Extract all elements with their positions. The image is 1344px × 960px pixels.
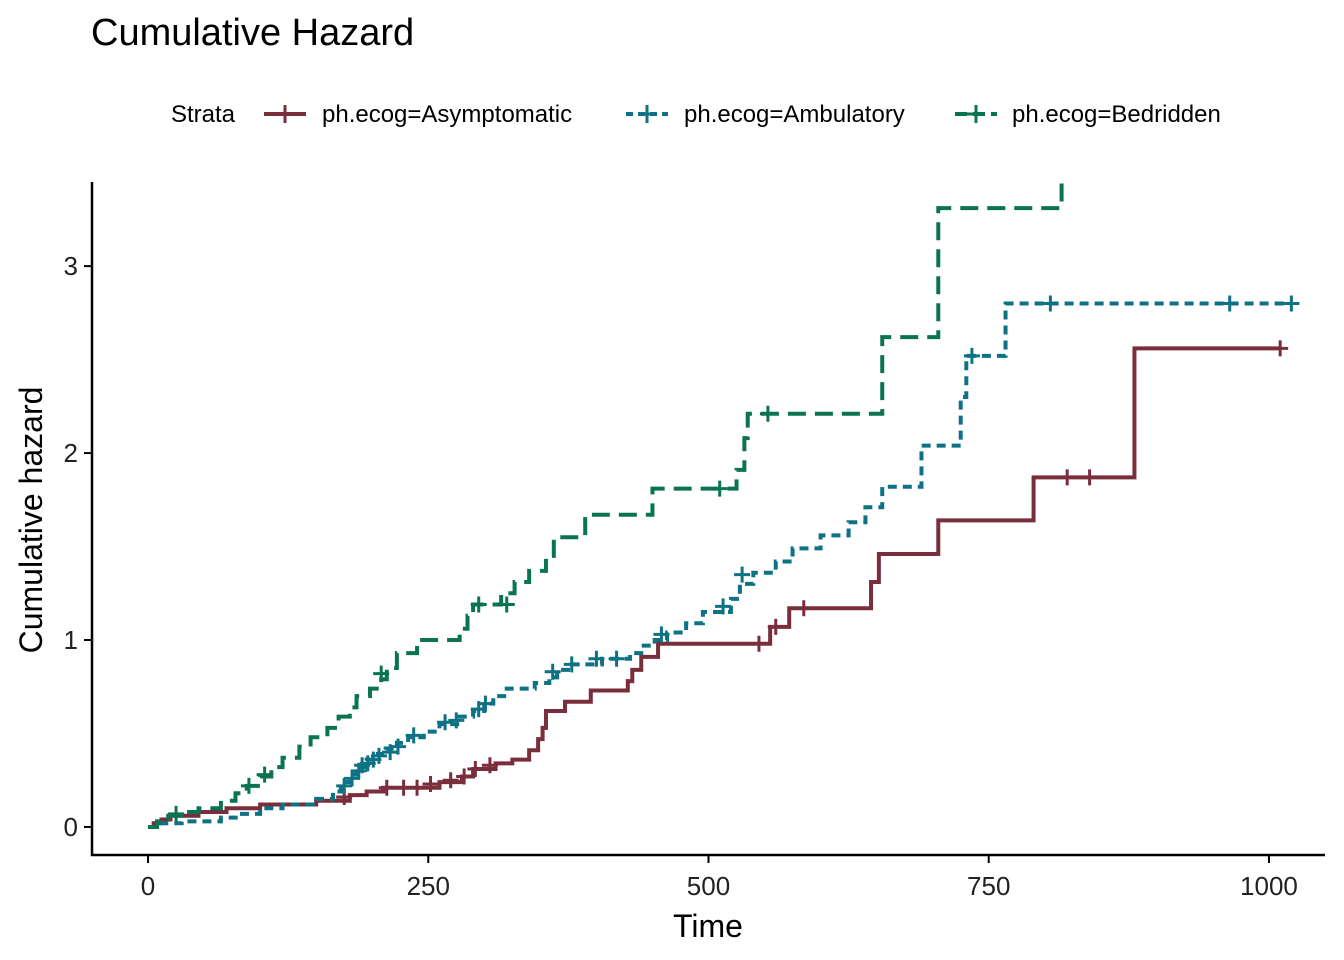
censor-mark xyxy=(653,626,670,643)
axes: 0 250 500 750 1000 0 1 2 3 xyxy=(64,182,1325,901)
x-tick-label: 1000 xyxy=(1240,871,1298,901)
censor-mark xyxy=(750,635,767,652)
legend-title: Strata xyxy=(171,101,236,128)
censor-mark xyxy=(256,766,273,783)
censor-mark xyxy=(711,480,728,497)
censor-mark xyxy=(409,779,426,796)
censor-mark xyxy=(498,596,515,613)
censor-mark xyxy=(767,618,784,635)
x-tick-label: 250 xyxy=(407,871,450,901)
censor-mark xyxy=(1283,295,1300,312)
censor-mark xyxy=(395,779,412,796)
legend: Strata ph.ecog=Asymptomatic ph.ecog=Ambul… xyxy=(171,101,1221,128)
y-tick-label: 0 xyxy=(64,812,78,842)
censor-mark xyxy=(1221,295,1238,312)
censor-mark xyxy=(544,663,561,680)
censor-mark xyxy=(477,695,494,712)
legend-label: ph.ecog=Asymptomatic xyxy=(322,101,572,128)
censor-mark xyxy=(378,779,395,796)
censor-mark xyxy=(422,775,439,792)
series-line xyxy=(148,301,1292,829)
censor-mark xyxy=(608,650,625,667)
legend-label: ph.ecog=Bedridden xyxy=(1012,101,1221,128)
y-tick-label: 2 xyxy=(64,438,78,468)
censor-mark xyxy=(336,777,353,794)
censor-mark xyxy=(448,712,465,729)
series-line xyxy=(148,182,1064,829)
x-axis-label: Time xyxy=(673,908,743,944)
censor-mark xyxy=(563,656,580,673)
censor-mark xyxy=(588,650,605,667)
y-tick-label: 1 xyxy=(64,625,78,655)
x-tick-label: 0 xyxy=(141,871,155,901)
censor-mark xyxy=(168,805,185,822)
chart-title: Cumulative Hazard xyxy=(91,12,415,54)
legend-key-censor-mark xyxy=(276,105,294,123)
censor-mark xyxy=(373,665,390,682)
censor-mark xyxy=(390,738,407,755)
y-axis-label: Cumulative hazard xyxy=(13,387,49,654)
censor-mark xyxy=(759,405,776,422)
censor-mark xyxy=(734,566,751,583)
censor-mark xyxy=(437,714,454,731)
censor-mark xyxy=(1042,295,1059,312)
censor-mark xyxy=(442,772,459,789)
x-tick-label: 500 xyxy=(687,871,730,901)
censor-mark xyxy=(370,747,387,764)
censor-mark xyxy=(1272,340,1289,357)
censor-mark xyxy=(467,761,484,778)
legend-key-censor-mark xyxy=(967,105,985,123)
censor-mark xyxy=(1081,469,1098,486)
series-line xyxy=(148,346,1281,829)
censor-mark xyxy=(1059,469,1076,486)
legend-label: ph.ecog=Ambulatory xyxy=(684,101,905,128)
series-2 xyxy=(148,295,1300,829)
legend-key-censor-mark xyxy=(638,105,656,123)
censor-mark xyxy=(481,757,498,774)
series-layer xyxy=(148,182,1300,829)
censor-mark xyxy=(963,347,980,364)
censor-mark xyxy=(795,600,812,617)
censor-mark xyxy=(715,598,732,615)
censor-mark xyxy=(240,777,257,794)
censor-mark xyxy=(456,768,473,785)
y-tick-label: 3 xyxy=(64,251,78,281)
series-3 xyxy=(148,182,1064,829)
censor-mark xyxy=(470,596,487,613)
series-1 xyxy=(148,340,1289,829)
x-tick-label: 750 xyxy=(967,871,1010,901)
censor-mark xyxy=(405,727,422,744)
